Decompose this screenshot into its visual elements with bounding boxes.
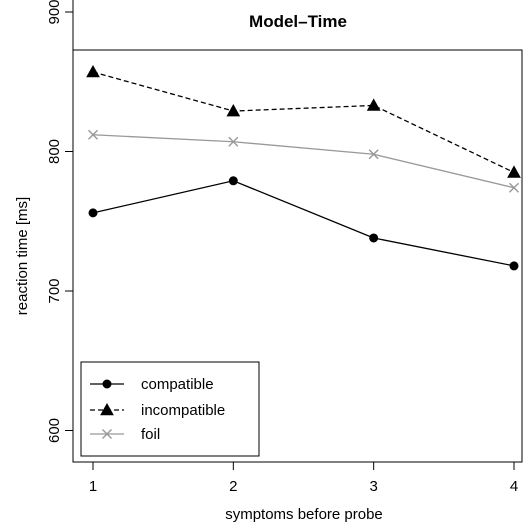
- data-point-foil: [509, 182, 519, 193]
- x-tick-label: 3: [369, 478, 377, 495]
- legend: compatible incompatible foil: [80, 361, 260, 457]
- legend-marker-compatible: [102, 379, 112, 389]
- legend-label-compatible: compatible: [141, 376, 214, 393]
- legend-box: [80, 361, 260, 457]
- x-tick-label: 4: [510, 478, 518, 495]
- y-tick-label: 700: [46, 278, 63, 303]
- series-layer: [86, 64, 521, 271]
- series-line-incompatible: [92, 71, 515, 174]
- data-point-compatible: [88, 208, 98, 218]
- legend-label-incompatible: incompatible: [141, 402, 225, 419]
- series-line-foil: [92, 134, 515, 189]
- data-point-incompatible: [366, 98, 381, 111]
- x-axis-label: symptoms before probe: [225, 506, 383, 523]
- legend-item-incompatible: incompatible: [90, 402, 225, 419]
- series-incompatible: [86, 64, 521, 178]
- chart-title: Model–Time: [249, 12, 347, 31]
- marker-stroke: [509, 182, 519, 193]
- marker-stroke: [228, 136, 239, 147]
- data-point-incompatible: [507, 165, 521, 178]
- data-point-compatible: [369, 233, 379, 243]
- x-tick-label: 1: [89, 478, 97, 495]
- legend-item-compatible: compatible: [90, 376, 214, 393]
- data-point-compatible: [509, 261, 519, 271]
- y-axis-label: reaction time [ms]: [14, 197, 31, 315]
- series-compatible: [88, 176, 519, 271]
- y-tick-label: 900: [46, 0, 63, 25]
- marker-stroke: [368, 149, 379, 160]
- x-tick-label: 2: [229, 478, 237, 495]
- marker-stroke: [102, 429, 112, 439]
- legend-item-foil: foil: [90, 426, 160, 443]
- y-tick-label: 800: [46, 139, 63, 164]
- series-foil: [88, 129, 519, 193]
- data-point-foil: [368, 149, 379, 160]
- legend-marker-foil: [102, 429, 112, 439]
- legend-marker-incompatible: [100, 402, 114, 416]
- data-point-compatible: [228, 176, 238, 186]
- legend-label-foil: foil: [141, 426, 160, 443]
- series-line-compatible: [92, 180, 515, 267]
- y-tick-label: 600: [46, 418, 63, 443]
- data-point-incompatible: [226, 104, 241, 117]
- marker-stroke: [88, 129, 98, 140]
- data-point-incompatible: [86, 64, 100, 78]
- data-point-foil: [88, 129, 98, 140]
- axes: 12346007008009001000: [46, 0, 518, 495]
- data-point-foil: [228, 136, 239, 147]
